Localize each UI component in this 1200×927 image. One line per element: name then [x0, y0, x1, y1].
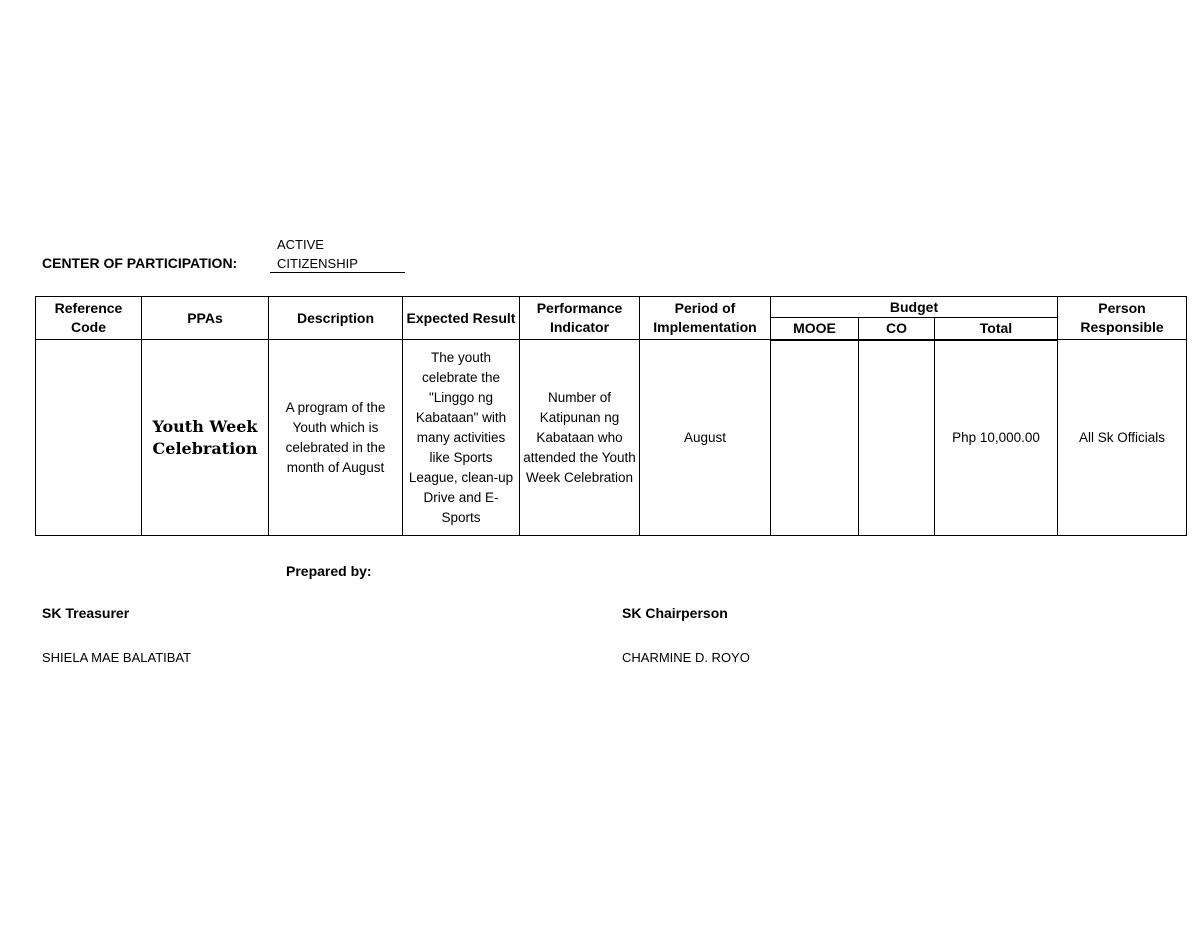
prepared-by-label: Prepared by:	[286, 563, 372, 579]
cell-indicator: Number of Katipunan ng Kabataan who atte…	[519, 339, 640, 536]
center-value-line2: CITIZENSHIP	[270, 256, 405, 273]
cell-period: August	[639, 339, 771, 536]
cell-expected-result: The youth celebrate the "Linggo ng Kabat…	[402, 339, 520, 536]
center-value-line1: ACTIVE	[277, 237, 324, 252]
cell-person: All Sk Officials	[1057, 339, 1187, 536]
header-ppas: PPAs	[141, 296, 269, 340]
table-row: Youth Week Celebration A program of the …	[35, 339, 1187, 536]
center-of-participation-label: CENTER OF PARTICIPATION:	[42, 255, 238, 271]
cell-description: A program of the Youth which is celebrat…	[268, 339, 403, 536]
cell-total: Php 10,000.00	[934, 339, 1058, 536]
header-person-responsible: Person Responsible	[1057, 296, 1187, 340]
header-expected-result: Expected Result	[402, 296, 520, 340]
treasurer-name: SHIELA MAE BALATIBAT	[42, 650, 192, 665]
cell-ppas: Youth Week Celebration	[141, 339, 269, 536]
treasurer-title: SK Treasurer	[42, 605, 130, 621]
header-period: Period of Implementation	[639, 296, 771, 340]
chairperson-title: SK Chairperson	[622, 605, 728, 621]
header-reference-code: Reference Code	[35, 296, 142, 340]
chairperson-name: CHARMINE D. ROYO	[622, 650, 750, 665]
cell-mooe	[770, 339, 859, 536]
header-total: Total	[934, 317, 1058, 341]
ppa-table: Reference Code PPAs Description Expected…	[35, 296, 1187, 536]
header-description: Description	[268, 296, 403, 340]
header-budget: Budget	[770, 296, 1058, 318]
header-co: CO	[858, 317, 935, 341]
header-mooe: MOOE	[770, 317, 859, 341]
header-performance-indicator: Performance Indicator	[519, 296, 640, 340]
cell-co	[858, 339, 935, 536]
cell-ref	[35, 339, 142, 536]
